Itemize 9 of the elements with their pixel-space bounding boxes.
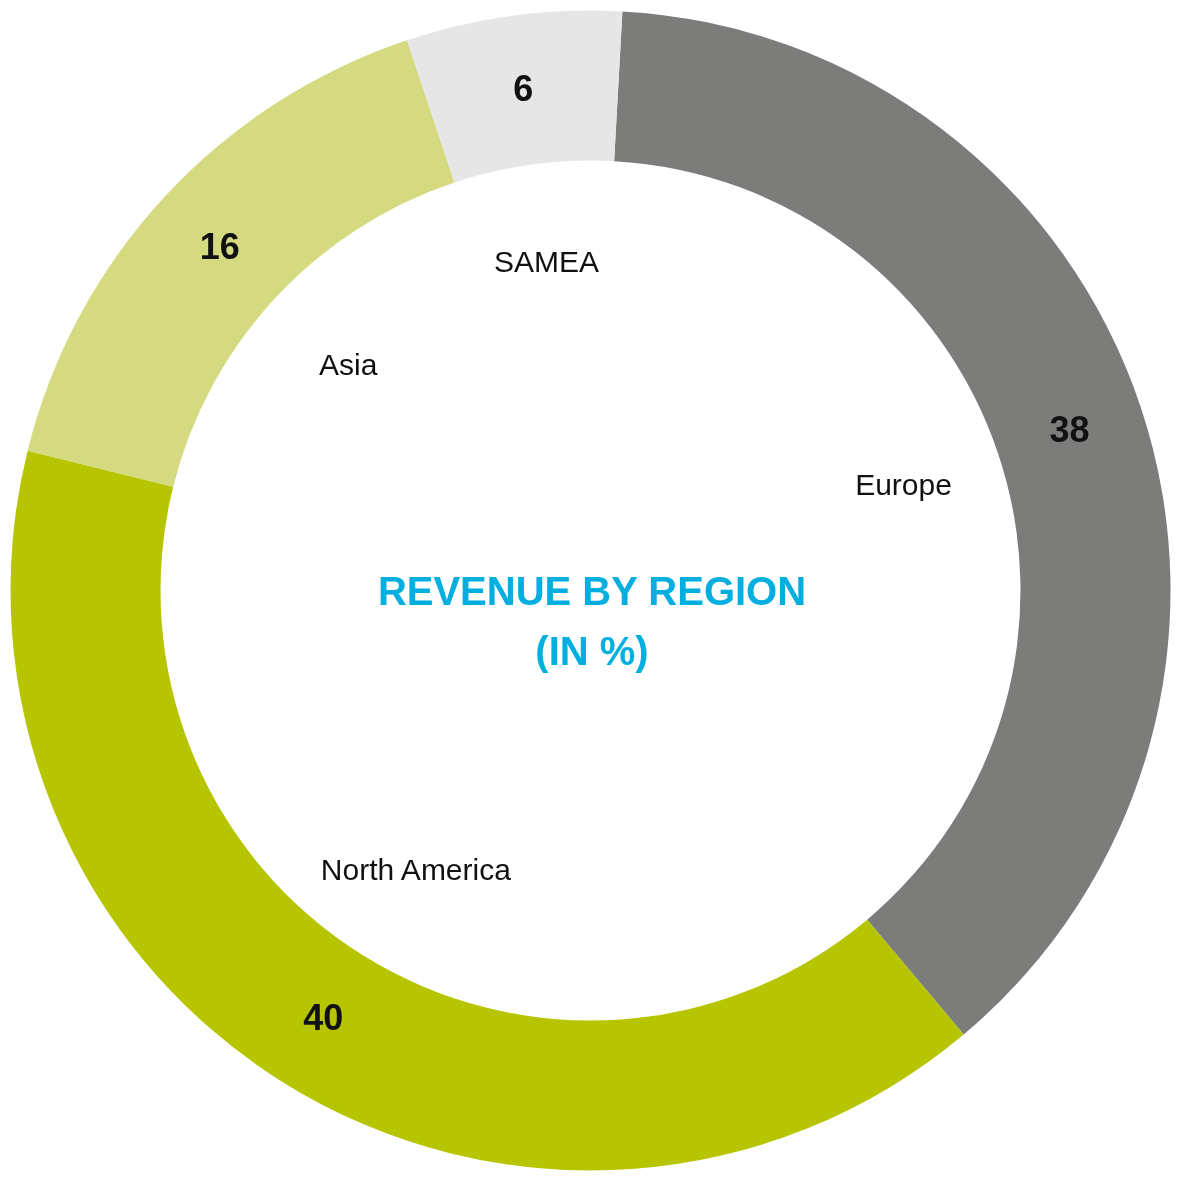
slice-label: Asia (319, 348, 378, 382)
data-label: 40 (303, 996, 344, 1038)
slice-label: SAMEA (494, 245, 600, 279)
data-label: 16 (199, 225, 240, 267)
data-label: 38 (1049, 408, 1090, 450)
slice-label: Europe (855, 468, 952, 502)
slice-label: North America (320, 852, 512, 886)
data-label: 6 (513, 67, 534, 109)
text: REVENUE BY REGION (IN %) (377, 569, 807, 673)
